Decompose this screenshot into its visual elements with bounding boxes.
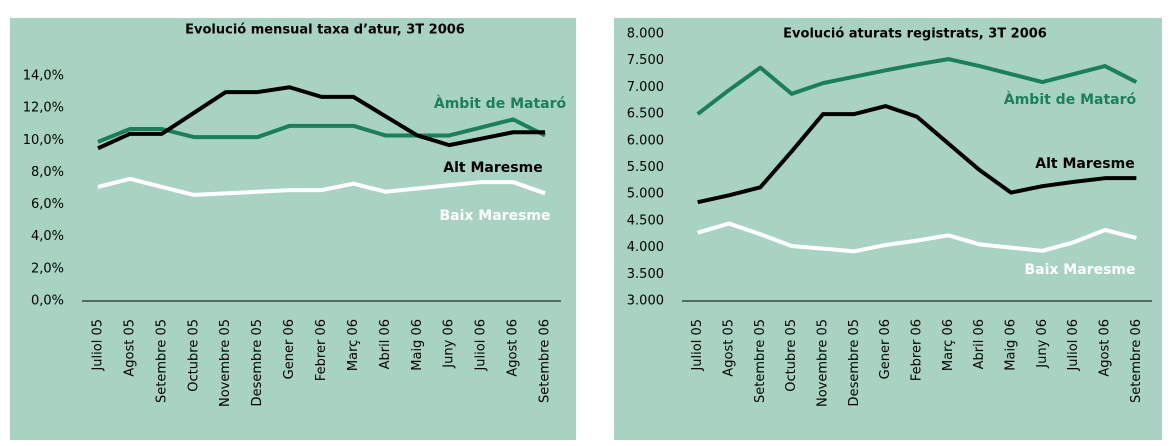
x-tick-label: Febrer 06 [314,319,329,381]
x-tick-label: Març 06 [941,319,956,371]
line [97,85,546,151]
x-tick-label: Setembre 05 [753,319,768,403]
x-tick-label: Març 06 [346,319,361,371]
line [97,117,546,144]
series-label: Alt Maresme [443,160,542,176]
y-tick-label: 2,0% [31,261,64,276]
x-tick-label: Juliol 05 [90,319,105,372]
x-tick-label: Novembre 05 [816,319,831,407]
x-tick-label: Juny 06 [442,319,457,369]
series-label: Baix Maresme [1024,262,1135,278]
y-tick-label: 3.500 [627,267,664,282]
y-tick-label: 6.500 [627,107,664,122]
chart-title: Evolució mensual taxa d’atur, 3T 2006 [185,23,465,38]
x-tick-label: Agost 06 [1098,319,1113,377]
y-tick-label: 4.000 [627,240,664,255]
y-tick-label: 12,0% [23,101,64,116]
y-tick-label: 6.000 [627,133,664,148]
y-tick-label: 5.500 [627,160,664,175]
x-tick-label: Maig 06 [410,319,425,371]
x-tick-label: Abril 06 [378,319,393,369]
x-tick-label: Juliol 05 [690,319,705,372]
x-tick-label: Juliol 06 [1066,319,1081,372]
series-label: Alt Maresme [1035,156,1134,172]
line [697,104,1137,205]
line [97,176,546,197]
x-tick-label: Juny 06 [1035,319,1050,369]
x-tick-label: Setembre 06 [1129,319,1144,403]
line [697,221,1137,254]
y-tick-label: 7.000 [627,80,664,95]
y-tick-label: 3.000 [627,294,664,309]
x-tick-label: Octubre 05 [186,319,201,392]
y-tick-label: 8.000 [627,27,664,42]
y-tick-label: 0,0% [31,294,64,309]
x-tick-label: Maig 06 [1004,319,1019,371]
series-label: Àmbit de Mataró [1004,91,1137,108]
x-tick-label: Desembre 05 [250,319,265,406]
x-tick-label: Novembre 05 [218,319,233,407]
y-tick-label: 4,0% [31,229,64,244]
y-tick-label: 4.500 [627,213,664,228]
x-tick-label: Desembre 05 [847,319,862,406]
y-tick-label: 7.500 [627,53,664,68]
x-tick-label: Juliol 06 [474,319,489,372]
x-tick-label: Gener 06 [878,319,893,379]
y-tick-label: 6,0% [31,197,64,212]
y-tick-label: 14,0% [23,69,64,84]
x-tick-label: Abril 06 [972,319,987,369]
line [696,57,1138,116]
y-tick-label: 5.000 [627,187,664,202]
x-tick-label: Agost 05 [722,319,737,377]
x-tick-label: Gener 06 [282,319,297,379]
x-tick-label: Setembre 05 [154,319,169,403]
x-tick-label: Agost 05 [122,319,137,377]
x-tick-label: Febrer 06 [910,319,925,381]
x-tick-label: Octubre 05 [784,319,799,392]
chart-title: Evolució aturats registrats, 3T 2006 [783,27,1047,42]
y-tick-label: 10,0% [23,133,64,148]
series-label: Baix Maresme [439,208,550,224]
x-tick-label: Agost 06 [506,319,521,377]
x-tick-label: Setembre 06 [538,319,553,403]
series-label: Àmbit de Mataró [434,95,567,112]
y-tick-label: 8,0% [31,165,64,180]
